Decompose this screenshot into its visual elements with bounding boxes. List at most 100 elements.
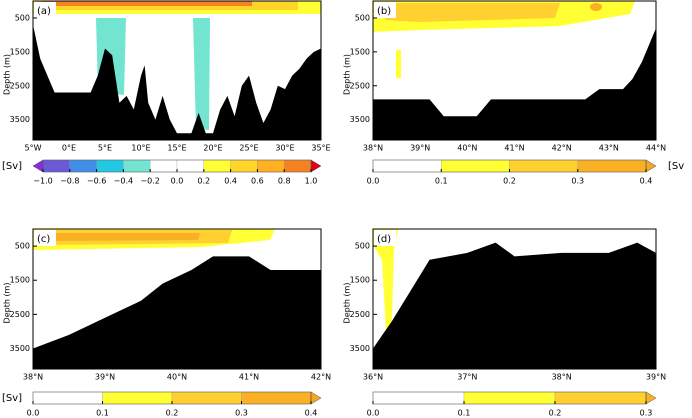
x-tick-label: 42°N	[552, 144, 572, 153]
colorbar-unit: [Sv]	[2, 393, 22, 404]
y-tick-label: 500	[15, 13, 30, 22]
seafloor	[33, 256, 321, 369]
colorbar-segment	[171, 391, 242, 405]
x-tick-label: 43°N	[599, 144, 619, 153]
colorbar-tick-label: 0.2	[549, 409, 562, 418]
x-tick-label: 20°E	[203, 144, 222, 153]
y-tick-label: 1500	[350, 276, 370, 285]
seafloor	[373, 28, 656, 141]
colorbar-tick-label: 0.1	[458, 409, 471, 418]
y-tick-label: 3500	[350, 115, 370, 124]
colorbar-segment	[230, 159, 258, 173]
y-tick-label: 500	[15, 242, 30, 251]
colorbar-tick-label: 0.8	[278, 177, 291, 186]
colorbar-segment	[96, 159, 124, 173]
colorbar-tick-label: 0.0	[367, 409, 380, 418]
colorbar-segment	[150, 159, 178, 173]
panel-label: (c)	[37, 234, 50, 245]
x-tick-label: 30°E	[275, 144, 294, 153]
colorbar-extend	[310, 391, 322, 405]
field-patch	[373, 229, 398, 350]
colorbar-segment	[69, 159, 97, 173]
colorbar-tick-label: 0.4	[640, 177, 653, 186]
colorbar-segment	[372, 391, 465, 405]
colorbar-segment	[203, 159, 231, 173]
x-tick-label: 35°E	[311, 144, 330, 153]
colorbar-segment	[284, 159, 312, 173]
x-tick-label: 40°N	[167, 373, 187, 382]
seafloor	[33, 24, 321, 141]
colorbar-segment	[372, 159, 442, 173]
colorbar-unit: [Sv]	[2, 161, 22, 172]
colorbar-tick-label: 0.0	[171, 177, 184, 186]
panel-label: (b)	[377, 6, 391, 17]
colorbar-tick-label: 0.3	[640, 409, 653, 418]
colorbar-segment	[123, 159, 151, 173]
panel-label-box	[374, 2, 396, 18]
y-axis-label: Depth (m)	[3, 54, 12, 95]
colorbar-tick-label: 0.3	[571, 177, 584, 186]
colorbar-tick-label: 1.0	[305, 177, 318, 186]
colorbar-tick-label: 0.4	[224, 177, 237, 186]
x-tick-label: 41°N	[504, 144, 524, 153]
field-patch	[385, 3, 560, 22]
colorbar-tick-label: 0.2	[166, 409, 179, 418]
colorbar-segment	[32, 391, 103, 405]
colorbar-tick-label: 0.2	[197, 177, 210, 186]
colorbar-tick-label: 0.1	[435, 177, 448, 186]
colorbar-extend	[32, 159, 44, 173]
colorbar-segment	[577, 159, 647, 173]
y-tick-label: 2500	[350, 310, 370, 319]
x-tick-label: 37°N	[457, 373, 477, 382]
field-patch	[396, 50, 401, 78]
y-tick-label: 1500	[10, 47, 30, 56]
x-tick-label: 5°E	[98, 144, 112, 153]
y-tick-label: 1500	[10, 276, 30, 285]
x-tick-label: 10°E	[131, 144, 150, 153]
field-patch	[45, 233, 200, 241]
colorbar-tick-label: −0.8	[60, 177, 79, 186]
x-tick-label: 42°N	[311, 373, 331, 382]
y-tick-label: 2500	[10, 310, 30, 319]
x-tick-label: 5°W	[25, 144, 42, 153]
colorbar-tick-label: −0.6	[87, 177, 106, 186]
colorbar-segment	[463, 391, 556, 405]
x-tick-label: 44°N	[646, 144, 666, 153]
colorbar-segment	[241, 391, 312, 405]
colorbar-tick-label: 0.0	[27, 409, 40, 418]
x-tick-label: 39°N	[410, 144, 430, 153]
y-axis-label: Depth (m)	[343, 283, 352, 324]
colorbar-tick-label: −0.2	[140, 177, 159, 186]
field-patch	[193, 18, 210, 130]
x-tick-label: 39°N	[95, 373, 115, 382]
y-tick-label: 2500	[10, 81, 30, 90]
y-tick-label: 3500	[10, 115, 30, 124]
colorbar-segment	[42, 159, 70, 173]
x-tick-label: 36°N	[363, 373, 383, 382]
colorbar-segment	[509, 159, 578, 173]
x-tick-label: 38°N	[23, 373, 43, 382]
colorbar-segment	[257, 159, 285, 173]
colorbar-extend	[310, 159, 322, 173]
x-tick-label: 38°N	[363, 144, 383, 153]
panel-label-box	[34, 230, 56, 246]
x-tick-label: 39°N	[646, 373, 666, 382]
colorbar-tick-label: 0.4	[305, 409, 318, 418]
panel-label: (d)	[377, 234, 391, 245]
panel-label-box	[34, 2, 56, 18]
colorbar-frame	[372, 391, 647, 405]
y-tick-label: 3500	[350, 344, 370, 353]
panel-label: (a)	[37, 6, 51, 17]
colorbar-tick-label: −0.4	[114, 177, 133, 186]
field-patch	[590, 3, 602, 11]
colorbar-tick-label: −1.0	[33, 177, 52, 186]
x-tick-label: 15°E	[167, 144, 186, 153]
colorbar-unit: [Sv	[668, 161, 684, 172]
y-axis-label: Depth (m)	[343, 54, 352, 95]
seafloor	[373, 242, 656, 369]
colorbar-segment	[176, 159, 204, 173]
y-tick-label: 1500	[350, 47, 370, 56]
colorbar-segment	[441, 159, 510, 173]
x-tick-label: 40°N	[457, 144, 477, 153]
